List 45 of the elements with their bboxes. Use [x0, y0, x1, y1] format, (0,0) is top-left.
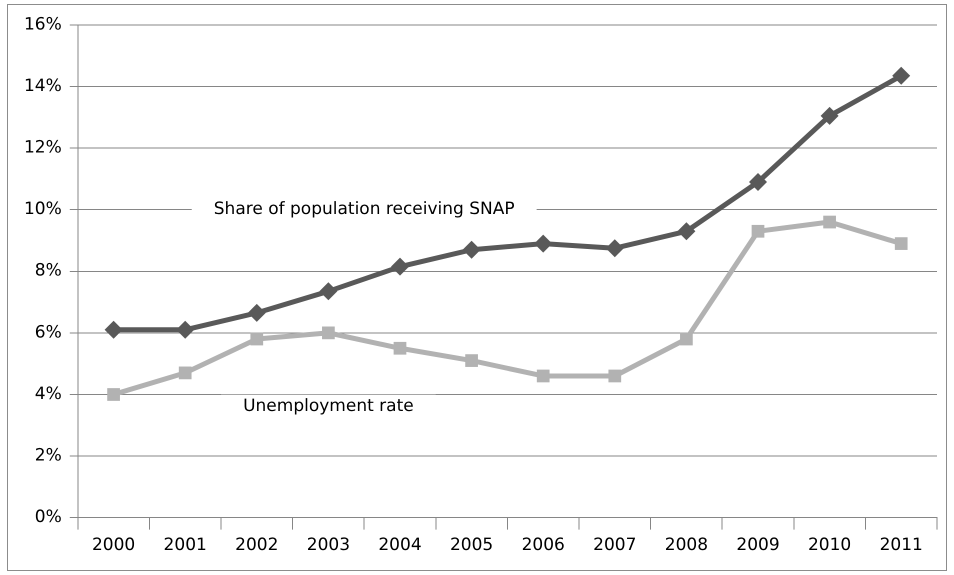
y-tick-label: 14% [24, 76, 62, 96]
x-tick-label: 2002 [235, 535, 278, 556]
point [390, 258, 409, 276]
point [894, 237, 908, 250]
point [465, 354, 478, 367]
point [748, 173, 767, 192]
y-tick-label: 4% [34, 384, 62, 404]
x-tick-label: 2010 [808, 535, 852, 556]
x-tick-label: 2005 [450, 535, 494, 556]
point [606, 239, 624, 258]
x-tick-label: 2007 [593, 535, 636, 556]
point [892, 66, 910, 85]
point [536, 370, 550, 382]
point [534, 234, 552, 253]
x-tick-label: 2003 [306, 535, 350, 556]
y-tick-label: 8% [34, 260, 62, 281]
point [608, 370, 622, 382]
y-tick-label: 0% [34, 507, 62, 528]
y-tick-label: 12% [24, 138, 62, 158]
y-tick-label: 2% [34, 445, 62, 466]
x-tick-label: 2000 [92, 535, 136, 556]
point [394, 342, 406, 355]
series-label: Share of population receiving SNAP [214, 199, 515, 220]
x-tick-label: 2006 [522, 535, 565, 556]
y-tick-label: 6% [34, 322, 62, 342]
x-tick-label: 2004 [378, 535, 422, 556]
x-tick-label: 2011 [880, 535, 923, 556]
point [677, 222, 696, 240]
point [248, 304, 266, 322]
text: Unemployment rate [243, 396, 414, 416]
point [820, 106, 839, 125]
point [322, 326, 335, 340]
point [680, 332, 693, 346]
point [178, 366, 192, 380]
y-tick-label: 10% [24, 199, 62, 220]
x-tick-label: 2009 [736, 535, 780, 556]
x-tick-label: 2001 [164, 535, 207, 556]
x-tick-label: 2008 [664, 535, 708, 556]
point [823, 216, 836, 228]
y-tick-label: 16% [24, 14, 62, 34]
point [462, 240, 481, 259]
point [752, 224, 764, 238]
point [107, 388, 120, 401]
point [319, 282, 338, 300]
point [250, 332, 264, 346]
